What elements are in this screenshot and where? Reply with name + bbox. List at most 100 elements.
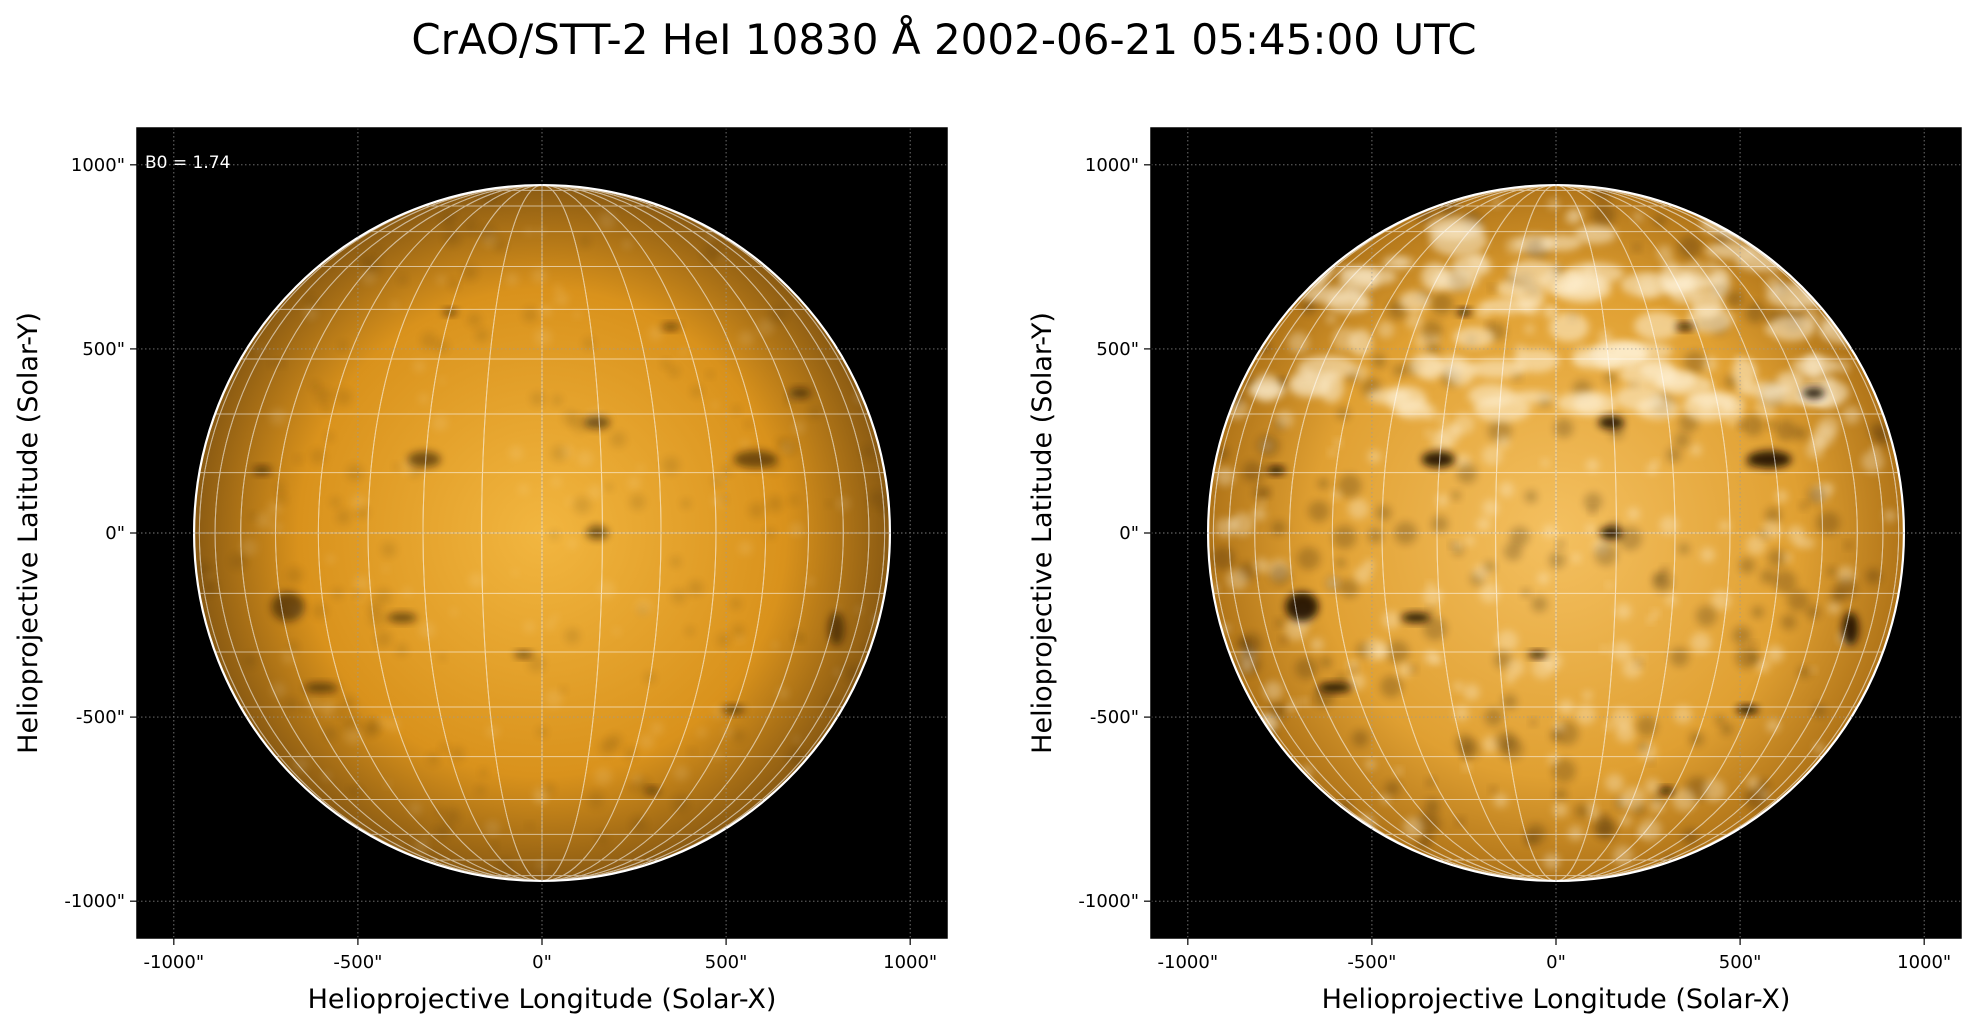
bright-mottle [1802, 536, 1815, 549]
bright-region [1409, 353, 1444, 378]
bright-mottle [757, 318, 775, 336]
bright-region [1634, 311, 1681, 340]
bright-mottle [1479, 582, 1500, 603]
x-tick-label: -500" [1347, 952, 1396, 973]
bright-mottle [1430, 653, 1440, 663]
bright-mottle [781, 441, 793, 453]
dark-mottle [1384, 780, 1401, 797]
dark-mottle [1489, 786, 1497, 793]
dark-mottle [1320, 656, 1332, 668]
bright-mottle [705, 231, 716, 241]
bright-mottle [484, 820, 501, 836]
dark-mottle [420, 332, 438, 350]
dark-mottle [202, 579, 218, 596]
dark-filament [584, 415, 611, 430]
dark-mottle [1594, 542, 1618, 566]
bright-mottle [1498, 481, 1515, 498]
x-tick-label: 500" [1719, 952, 1762, 973]
dark-mottle [195, 561, 212, 578]
solar-map: -1000" 1000" -500" 500" 0" 0" 500" -500" 1000" -1… [1027, 127, 1962, 1015]
bright-mottle [631, 773, 643, 784]
dark-mottle [395, 643, 409, 657]
bright-mottle [508, 445, 524, 461]
bright-mottle [1365, 759, 1376, 770]
bright-mottle [1252, 507, 1266, 521]
bright-mottle [1542, 651, 1562, 671]
bright-mottle [621, 238, 633, 250]
bright-mottle [1425, 429, 1433, 437]
dark-filament [304, 682, 338, 693]
dark-filament [661, 323, 681, 331]
bright-mottle [738, 540, 753, 556]
bright-region [1565, 262, 1624, 285]
dark-mottle [1509, 526, 1530, 547]
bright-mottle [1690, 632, 1711, 653]
dark-mottle [1674, 432, 1690, 448]
dark-mottle [243, 653, 258, 668]
x-tick-label: -1000" [144, 952, 205, 973]
bright-mottle [805, 576, 815, 586]
bright-mottle [1394, 767, 1403, 775]
dark-mottle [562, 410, 578, 426]
bright-mottle [715, 473, 725, 484]
dark-mottle [1372, 354, 1387, 369]
bright-region [1767, 315, 1816, 341]
y-tick-label: -1000" [1078, 891, 1139, 912]
dark-mottle [1552, 758, 1576, 783]
dark-mottle [435, 823, 452, 840]
dark-mottle [381, 542, 397, 558]
bright-region [1300, 286, 1363, 304]
bright-mottle [1754, 397, 1776, 419]
dark-mottle [310, 448, 326, 465]
x-axis-label: Helioprojective Longitude (Solar-X) [308, 984, 777, 1015]
bright-mottle [320, 700, 336, 717]
dark-mottle [1431, 515, 1449, 533]
dark-mottle [1618, 526, 1642, 551]
dark-mottle [230, 553, 247, 570]
bright-mottle [1827, 601, 1841, 614]
dark-mottle [1380, 675, 1403, 698]
bright-region [1426, 216, 1484, 241]
dark-mottle [522, 307, 538, 323]
dark-mottle [1424, 798, 1440, 814]
dark-mottle [732, 405, 741, 414]
dark-mottle [719, 495, 728, 504]
bright-mottle [255, 512, 273, 529]
dark-filament [1421, 451, 1455, 468]
dark-mottle [1279, 636, 1288, 644]
bright-mottle [613, 627, 621, 636]
bright-mottle [835, 605, 842, 612]
bright-mottle [1284, 617, 1308, 641]
bright-mottle [638, 734, 655, 750]
x-tick-label: -500" [333, 952, 382, 973]
dark-mottle [1426, 778, 1436, 787]
bright-region [1382, 256, 1414, 269]
bright-mottle [1426, 581, 1434, 589]
bright-mottle [566, 538, 578, 549]
dark-mottle [1317, 477, 1330, 490]
dark-filament [1736, 705, 1759, 715]
bright-mottle [438, 377, 445, 384]
dark-mottle [249, 512, 257, 520]
dark-filament [1285, 591, 1319, 622]
bright-mottle [1240, 660, 1254, 674]
y-tick-label: -1000" [64, 891, 125, 912]
bright-mottle [1382, 610, 1401, 630]
bright-mottle [1651, 609, 1660, 618]
dark-mottle [1484, 707, 1504, 727]
bright-mottle [254, 345, 263, 354]
bright-mottle [594, 767, 612, 786]
bright-mottle [650, 722, 664, 736]
dark-mottle [1682, 828, 1699, 846]
dark-filament [828, 612, 845, 646]
dark-mottle [661, 359, 671, 369]
dark-filament [1401, 612, 1431, 623]
dark-mottle [1638, 741, 1649, 753]
bright-region [1574, 225, 1617, 244]
dark-mottle [668, 366, 680, 377]
bright-region [1611, 342, 1673, 360]
dark-mottle [1271, 520, 1287, 536]
dark-mottle [330, 496, 341, 508]
helioprojective-grid [137, 128, 947, 938]
dark-mottle [315, 388, 333, 405]
